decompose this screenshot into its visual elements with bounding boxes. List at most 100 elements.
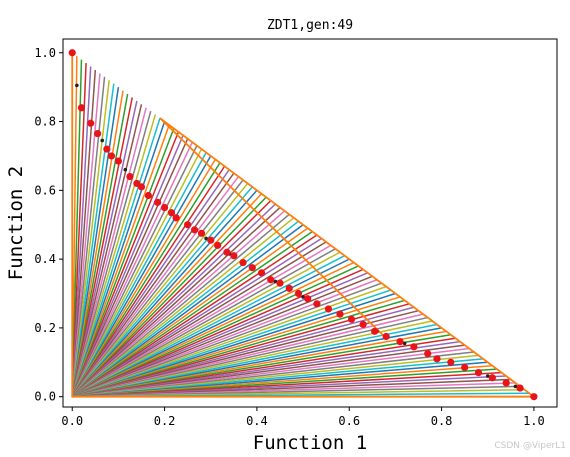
- reference-line: [71, 90, 124, 397]
- reference-line: [71, 145, 198, 398]
- reference-line: [71, 93, 129, 397]
- pareto-point: [223, 248, 231, 256]
- pareto-point: [114, 157, 123, 165]
- pareto-point: [474, 369, 483, 377]
- reference-line: [71, 189, 258, 398]
- y-tick-label: 0.8: [34, 115, 56, 129]
- y-tick-label: 0.2: [34, 321, 56, 335]
- reference-line: [71, 128, 175, 397]
- reference-line: [71, 179, 244, 398]
- pareto-point: [502, 379, 510, 387]
- reference-line: [71, 251, 341, 398]
- reference-line: [71, 200, 272, 398]
- pareto-point: [144, 191, 153, 200]
- reference-line: [71, 182, 249, 398]
- reference-line: [71, 272, 369, 398]
- reference-line: [71, 165, 226, 398]
- pareto-point: [410, 343, 418, 351]
- reference-line: [71, 227, 309, 398]
- reference-line: [71, 186, 253, 398]
- reference-line: [71, 148, 203, 398]
- plot-frame: [62, 38, 558, 408]
- reference-line: [71, 237, 322, 398]
- reference-line: [71, 176, 240, 398]
- pareto-point: [154, 198, 162, 206]
- reference-line: [71, 261, 355, 398]
- y-axis: 0.0 0.2 0.4 0.6 0.8 1.0: [34, 46, 63, 404]
- reference-line: [71, 162, 221, 398]
- y-tick-label: 0.4: [34, 252, 56, 266]
- reference-line: [71, 114, 157, 397]
- reference-line: [72, 296, 401, 398]
- reference-line: [72, 299, 405, 398]
- reference-line: [71, 111, 152, 397]
- pareto-point: [313, 300, 321, 308]
- reference-line: [71, 241, 327, 398]
- reference-line: [71, 155, 212, 398]
- x-tick-label: 0.0: [61, 414, 83, 428]
- reference-line: [71, 203, 276, 398]
- reference-line: [71, 210, 286, 398]
- pareto-point: [68, 49, 76, 57]
- reference-line: [71, 138, 189, 397]
- pareto-point: [77, 104, 86, 112]
- reference-line: [71, 131, 180, 397]
- reference-line: [71, 73, 101, 397]
- pareto-point: [396, 338, 404, 346]
- pareto-point: [94, 129, 102, 138]
- reference-line: [71, 289, 392, 398]
- pareto-point: [530, 393, 538, 401]
- reference-line: [71, 279, 378, 398]
- dark-point: [204, 236, 208, 241]
- dark-point: [402, 341, 407, 346]
- reference-line: [71, 206, 281, 398]
- pareto-point: [239, 258, 247, 267]
- chart-title: ZDT1,gen:49: [267, 18, 353, 33]
- pareto-point: [324, 305, 333, 313]
- reference-line: [71, 169, 230, 398]
- pareto-point: [359, 320, 367, 329]
- pareto-point: [336, 310, 344, 318]
- reference-lines: [71, 52, 534, 398]
- reference-line: [71, 258, 350, 398]
- pareto-point: [172, 214, 180, 222]
- pareto-point: [276, 279, 284, 287]
- pareto-point: [488, 374, 496, 382]
- reference-line: [71, 83, 115, 397]
- reference-line: [71, 220, 299, 398]
- pareto-point: [167, 209, 176, 217]
- reference-line: [71, 213, 290, 398]
- pareto-point: [207, 236, 215, 244]
- reference-line: [71, 172, 235, 398]
- reference-line: [71, 100, 138, 397]
- pareto-point: [248, 264, 256, 272]
- plot-area: [62, 38, 558, 408]
- y-tick-label: 0.6: [34, 183, 56, 197]
- dark-point: [100, 138, 105, 143]
- reference-line: [71, 104, 143, 397]
- x-tick-label: 0.8: [431, 414, 453, 428]
- pareto-point: [304, 295, 312, 303]
- pareto-point: [285, 284, 293, 292]
- pareto-point: [382, 332, 390, 341]
- reference-line: [71, 63, 87, 397]
- reference-line: [71, 217, 295, 398]
- reference-line: [71, 248, 336, 398]
- x-axis: 0.0 0.2 0.4 0.6 0.8 1.0: [61, 407, 545, 428]
- pareto-point: [257, 269, 266, 277]
- pareto-point: [447, 358, 455, 366]
- pareto-point: [516, 384, 524, 392]
- y-tick-label: 1.0: [34, 46, 56, 60]
- x-tick-label: 1.0: [523, 414, 545, 428]
- pareto-point: [461, 363, 469, 372]
- reference-line: [71, 87, 120, 397]
- pareto-points: [68, 49, 538, 401]
- reference-line: [71, 244, 332, 398]
- pareto-point: [347, 315, 356, 323]
- dark-points: [75, 83, 518, 389]
- reference-line: [71, 265, 359, 398]
- reference-line: [71, 59, 83, 397]
- reference-line: [71, 152, 207, 398]
- reference-line: [71, 193, 263, 398]
